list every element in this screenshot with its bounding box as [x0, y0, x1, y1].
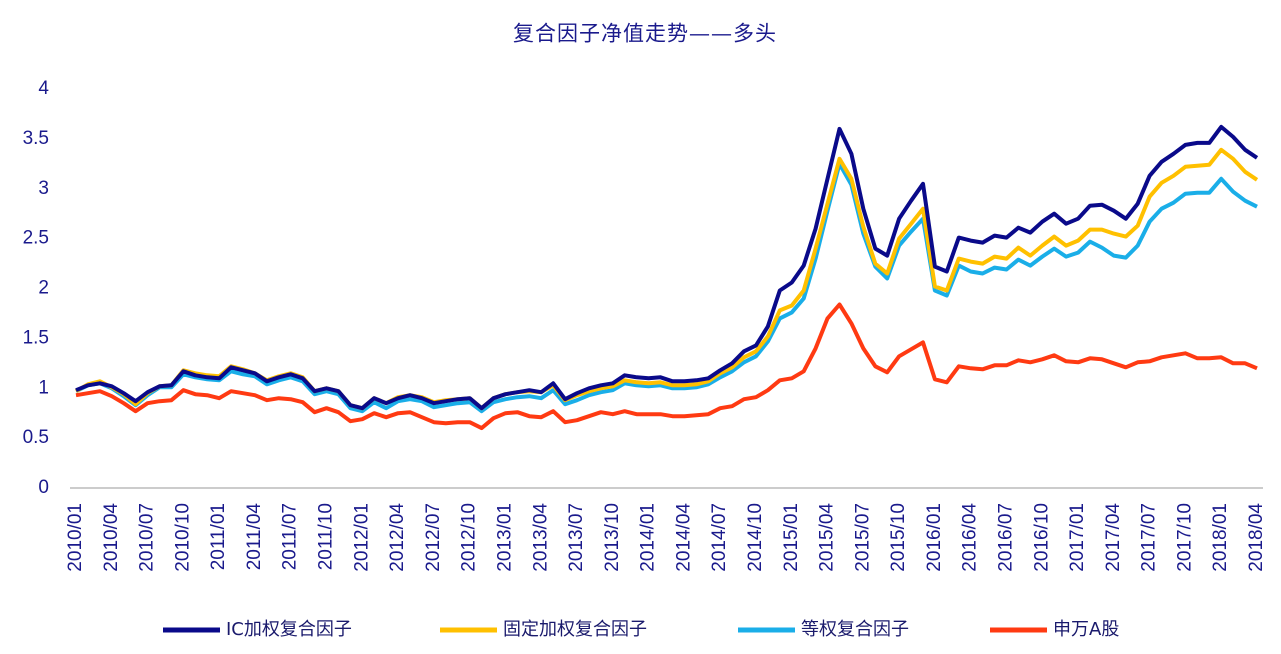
x-tick-label: 2013/10	[602, 503, 623, 572]
y-tick-label: 2.5	[23, 228, 49, 249]
x-tick-label: 2010/01	[65, 503, 86, 572]
x-tick-label: 2014/01	[638, 503, 659, 572]
x-tick-label: 2010/10	[172, 503, 193, 572]
x-tick-label: 2017/07	[1139, 503, 1160, 572]
x-tick-label: 2018/01	[1210, 503, 1231, 572]
y-tick-label: 4	[38, 78, 49, 99]
x-tick-label: 2014/07	[709, 503, 730, 572]
x-tick-label: 2011/04	[244, 503, 265, 571]
y-tick-label: 0	[38, 477, 49, 498]
legend-label: 固定加权复合因子	[503, 619, 647, 640]
y-tick-label: 3	[38, 178, 49, 199]
series-line	[74, 147, 1259, 411]
x-tick-label: 2012/10	[459, 503, 480, 572]
y-tick-label: 2	[38, 278, 49, 299]
chart-title: 复合因子净值走势——多头	[513, 22, 777, 46]
x-tick-label: 2017/10	[1174, 503, 1195, 572]
x-tick-label: 2012/07	[423, 503, 444, 572]
x-tick-label: 2017/01	[1067, 503, 1088, 572]
x-tick-label: 2011/10	[316, 503, 337, 570]
x-tick-label: 2015/01	[781, 503, 802, 572]
x-tick-label: 2016/01	[924, 503, 945, 572]
series-line	[75, 161, 1258, 414]
x-tick-label: 2014/10	[745, 503, 766, 572]
x-tick-label: 2014/04	[673, 503, 694, 572]
x-tick-label: 2015/04	[817, 503, 838, 572]
x-tick-label: 2017/04	[1103, 503, 1124, 572]
x-tick-label: 2011/07	[280, 503, 301, 570]
y-tick-label: 0.5	[23, 427, 49, 448]
x-tick-label: 2012/01	[351, 503, 372, 572]
y-tick-label: 1	[38, 377, 49, 398]
y-tick-label: 1.5	[23, 327, 49, 348]
x-tick-label: 2016/04	[960, 503, 981, 572]
legend-label: IC加权复合因子	[226, 619, 352, 640]
x-tick-label: 2010/04	[101, 503, 122, 572]
y-tick-label: 3.5	[23, 128, 49, 149]
series-line	[75, 124, 1259, 411]
x-tick-label: 2016/07	[996, 503, 1017, 572]
x-tick-label: 2018/04	[1246, 503, 1267, 572]
legend-label: 等权复合因子	[801, 619, 909, 640]
x-tick-label: 2013/01	[494, 503, 515, 572]
series-line	[75, 302, 1258, 431]
x-tick-label: 2013/07	[566, 503, 587, 572]
x-tick-label: 2010/07	[137, 503, 158, 572]
x-tick-label: 2011/01	[208, 503, 229, 570]
x-tick-label: 2015/07	[852, 503, 873, 572]
x-tick-label: 2012/04	[387, 503, 408, 572]
x-tick-label: 2016/10	[1031, 503, 1052, 572]
legend-label: 申万A股	[1053, 619, 1119, 640]
x-tick-label: 2013/04	[530, 503, 551, 572]
x-tick-label: 2015/10	[888, 503, 909, 572]
